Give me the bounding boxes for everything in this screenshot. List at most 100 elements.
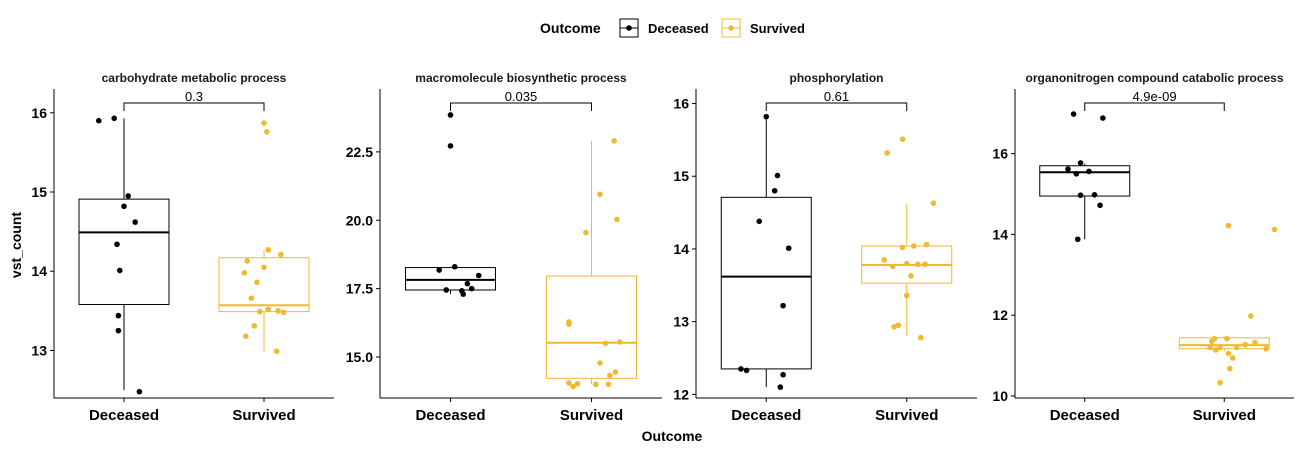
data-point — [1227, 365, 1233, 372]
legend-label-deceased: Deceased — [648, 21, 709, 36]
data-point — [922, 261, 928, 268]
data-point — [464, 280, 471, 287]
x-tick-label: Survived — [875, 407, 938, 424]
data-point — [111, 115, 117, 122]
data-point — [602, 340, 609, 347]
series-deceased — [405, 112, 496, 297]
legend-key-deceased-dot — [626, 25, 632, 31]
y-tick-label: 13 — [673, 314, 689, 330]
series-survived — [546, 138, 637, 390]
data-point — [903, 260, 910, 267]
data-point — [273, 348, 280, 355]
x-tick-label: Deceased — [1050, 407, 1120, 424]
data-point — [785, 245, 792, 252]
data-point — [612, 369, 619, 375]
data-point — [280, 309, 287, 316]
box — [1178, 337, 1270, 350]
data-point — [923, 241, 930, 248]
x-tick-label: Survived — [1193, 407, 1256, 424]
box — [405, 267, 496, 291]
legend: Outcome Deceased Survived — [540, 18, 805, 38]
data-point — [248, 295, 255, 301]
box — [218, 257, 310, 313]
data-point — [614, 216, 620, 223]
data-point — [771, 187, 778, 194]
data-point — [1097, 202, 1103, 209]
data-point — [241, 270, 248, 276]
panel-title: carbohydrate metabolic process — [102, 71, 287, 85]
data-point — [136, 388, 143, 395]
data-point — [1208, 338, 1215, 345]
legend-key-survived-dot — [728, 25, 734, 31]
x-tick-label: Deceased — [415, 407, 485, 424]
data-point — [1263, 345, 1269, 352]
data-point — [903, 292, 910, 299]
data-point — [243, 333, 249, 340]
box — [1039, 165, 1131, 197]
data-point — [889, 263, 896, 270]
data-point — [1217, 379, 1223, 386]
y-tick-label: 16 — [31, 105, 47, 121]
data-point — [780, 302, 786, 309]
data-point — [1074, 236, 1081, 243]
data-point — [743, 367, 750, 374]
data-point — [121, 203, 127, 210]
data-point — [1073, 171, 1080, 177]
y-tick-label: 16 — [673, 96, 689, 112]
data-point — [1224, 335, 1230, 342]
significance-bracket — [765, 102, 908, 111]
data-point — [1100, 115, 1106, 121]
panel-title: organonitrogen compound catabolic proces… — [1025, 71, 1283, 85]
box — [720, 196, 812, 370]
data-point — [1229, 355, 1236, 361]
panel-title: macromolecule biosynthetic process — [415, 71, 627, 85]
data-point — [908, 273, 914, 279]
data-point — [918, 334, 924, 341]
y-tick-label: 13 — [31, 342, 47, 358]
significance-bracket — [1084, 102, 1225, 111]
data-point — [592, 381, 599, 388]
data-point — [447, 112, 454, 118]
data-point — [261, 264, 267, 271]
data-point — [278, 251, 284, 258]
y-tick-label: 17.5 — [346, 281, 373, 297]
significance-bracket — [123, 102, 265, 111]
y-tick-label: 10 — [992, 388, 1008, 404]
data-point — [115, 327, 122, 334]
y-axis-title: vst_count — [8, 212, 24, 278]
series-survived — [1178, 222, 1278, 386]
data-point — [1086, 168, 1092, 175]
data-point — [780, 371, 786, 378]
y-tick-label: 22.5 — [346, 144, 373, 160]
data-point — [436, 267, 443, 273]
data-point — [132, 219, 138, 225]
data-point — [574, 380, 581, 387]
y-tick-label: 12 — [673, 386, 689, 402]
y-tick-label: 15 — [31, 184, 47, 200]
data-point — [251, 323, 257, 329]
series-deceased — [1039, 111, 1131, 243]
data-point — [244, 258, 250, 264]
data-point — [884, 150, 890, 156]
data-point — [583, 229, 589, 236]
data-point — [1077, 192, 1084, 199]
data-point — [1247, 313, 1254, 319]
data-point — [1271, 226, 1278, 233]
series-survived — [861, 136, 953, 341]
legend-title: Outcome — [540, 20, 601, 36]
data-point — [1242, 341, 1248, 348]
y-tick-label: 14 — [31, 263, 47, 279]
data-point — [264, 128, 270, 135]
data-point — [125, 193, 131, 199]
data-point — [930, 200, 937, 206]
data-point — [1065, 166, 1071, 172]
data-point — [468, 285, 475, 292]
y-tick-label: 16 — [992, 146, 1008, 162]
data-point — [616, 339, 623, 345]
data-point — [774, 172, 781, 179]
data-point — [756, 218, 763, 225]
data-point — [566, 321, 572, 327]
data-point — [451, 263, 458, 270]
